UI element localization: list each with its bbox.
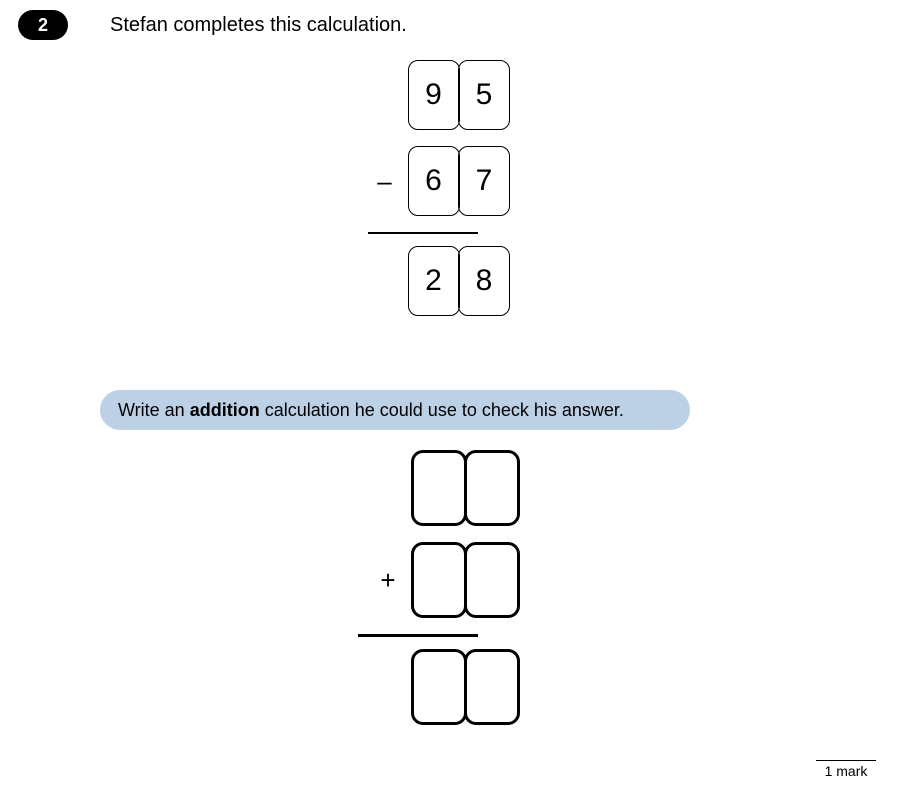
sum-row — [320, 649, 520, 725]
question-number: 2 — [38, 15, 48, 36]
subtrahend-ones-box: 7 — [458, 146, 510, 216]
page: 2 Stefan completes this calculation. 9 5… — [0, 0, 900, 803]
sum-ones-box[interactable] — [464, 649, 520, 725]
subtrahend-tens-box: 6 — [408, 146, 460, 216]
instruction-suffix: calculation he could use to check his an… — [260, 400, 624, 420]
difference-ones: 8 — [476, 264, 493, 298]
addend2-row: + — [320, 542, 520, 618]
instruction-bold: addition — [190, 400, 260, 420]
subtrahend-row: – 6 7 — [330, 146, 510, 216]
difference-row: 2 8 — [330, 246, 510, 316]
mark-allocation: 1 mark — [816, 760, 876, 779]
addend2-ones-box[interactable] — [464, 542, 520, 618]
subtraction-rule — [368, 232, 478, 234]
mark-label: 1 mark — [816, 763, 876, 779]
minuend-tens: 9 — [425, 78, 442, 112]
sum-tens-box[interactable] — [411, 649, 467, 725]
addend1-tens-box[interactable] — [411, 450, 467, 526]
plus-operator: + — [373, 565, 403, 596]
difference-tens: 2 — [425, 264, 442, 298]
minuend-tens-box: 9 — [408, 60, 460, 130]
mark-rule — [816, 760, 876, 761]
addition-answer-block: + — [320, 450, 520, 741]
addend2-tens-box[interactable] — [411, 542, 467, 618]
minuend-row: 9 5 — [330, 60, 510, 130]
minuend-ones: 5 — [476, 78, 493, 112]
instruction-prefix: Write an — [118, 400, 190, 420]
minuend-ones-box: 5 — [458, 60, 510, 130]
question-number-badge: 2 — [18, 10, 68, 40]
difference-ones-box: 8 — [458, 246, 510, 316]
minus-operator: – — [370, 166, 400, 197]
question-intro: Stefan completes this calculation. — [110, 14, 407, 37]
addend1-ones-box[interactable] — [464, 450, 520, 526]
addend1-row — [320, 450, 520, 526]
subtraction-calculation: 9 5 – 6 7 2 8 — [330, 60, 510, 332]
instruction-band: Write an addition calculation he could u… — [100, 390, 690, 430]
instruction-text: Write an addition calculation he could u… — [118, 400, 624, 421]
addition-rule — [358, 634, 478, 637]
difference-tens-box: 2 — [408, 246, 460, 316]
subtrahend-tens: 6 — [425, 164, 442, 198]
subtrahend-ones: 7 — [476, 164, 493, 198]
